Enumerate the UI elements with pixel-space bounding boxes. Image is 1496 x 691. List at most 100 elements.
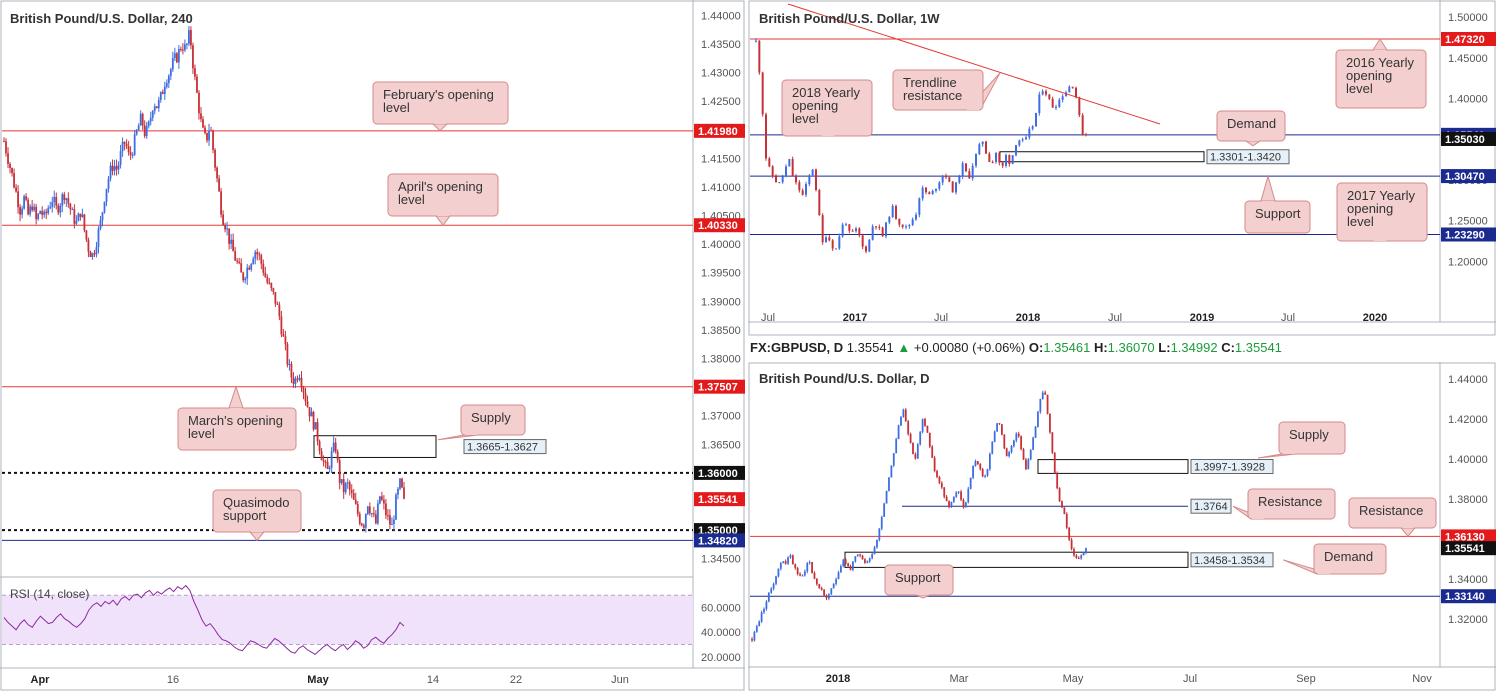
w-candle-body [908,225,911,227]
march-opening-callout-mask [230,408,242,410]
w-candle-body [878,226,881,228]
h4-candle-body [270,283,273,289]
h4-candle-body [344,483,347,493]
w-x-tick: Jul [761,312,775,324]
w-candle-body [1058,99,1061,107]
d-candle-body [871,554,874,559]
h4-candle-body [274,292,277,304]
w-candle-body [785,166,787,177]
h4-candle-body [123,141,126,144]
h4-candle-body [276,303,279,305]
h4-candle-body [242,272,245,281]
d-candle-body [1013,440,1015,447]
h4-candle-body [202,119,204,128]
close-value: 1.35541 [1234,340,1282,355]
d-candle-body [784,561,787,564]
h4-candle-body [141,113,144,126]
d-candle-body [907,421,910,434]
w-candle-body [918,198,921,215]
yearly-2017-callout-text: opening [1347,201,1393,216]
d-candle-body [794,564,797,569]
h4-candle-body [262,263,265,273]
w-candle-body [921,187,924,199]
yearly-2017-callout-mask [1374,239,1386,241]
h4-y-tick: 1.37000 [701,411,741,423]
d-candle-body [1044,392,1047,395]
h4-chart-svg[interactable]: 1.440001.435001.430001.425001.420001.415… [0,0,745,691]
weekly-chart-svg[interactable]: 1.500001.450001.400001.350001.300001.250… [748,0,1496,336]
h4-candle-body [382,499,385,504]
w-candle-body [951,181,954,193]
h4-candle-body [75,221,78,224]
h4-x-tick: 22 [510,674,522,686]
d-candle-body [868,558,871,562]
h4-candle-body [35,206,38,220]
d-candle-body [803,571,806,576]
h4-candle-body [87,239,90,252]
d-candle-body [1027,459,1030,470]
d-candle-body [811,562,813,573]
h4-candle-body [328,467,331,469]
h4-candle-body [352,493,355,500]
h4-candle-body [354,499,357,504]
weekly-chart-title: British Pound/U.S. Dollar, 1W [759,11,940,26]
h4-candle-body [346,482,349,484]
h4-y-tick: 1.39000 [701,296,741,308]
h4-candle-body [356,503,359,515]
h4-candle-body [230,239,233,244]
d-candle-body [895,439,898,454]
h4-candle-body [103,201,106,213]
w-candle-body [955,182,957,193]
d-resistance-label-bg [1190,498,1232,514]
d-price-tag: 1.36130 [1445,531,1485,543]
weekly-chart-panel[interactable]: 1.500001.450001.400001.350001.300001.250… [748,0,1496,336]
h4-candle-body [33,206,36,211]
h4-candle-body [184,44,186,51]
daily-chart-svg[interactable]: 1.440001.420001.400001.380001.360001.340… [748,362,1496,691]
d-candle-body [1032,437,1035,450]
d-candle-body [775,576,777,584]
d-candle-body [760,612,763,622]
d-candle-body [808,562,811,564]
d-candle-body [779,563,782,569]
trendline-callout-text: resistance [903,88,962,103]
w-x-tick: Jul [1108,312,1122,324]
w-candle-body [768,158,771,167]
h4-candle-body [236,260,239,262]
d-candle-body [967,488,970,503]
d-supply-callout-text: Supply [1289,427,1329,442]
h4-chart-panel[interactable]: 1.440001.435001.430001.425001.420001.415… [0,0,745,691]
d-candle-body [1015,433,1018,441]
h4-candle-body [173,53,176,59]
d-candle-body [859,554,862,556]
w-candle-body [895,206,897,219]
h4-candle-body [177,49,180,63]
h4-candle-body [51,202,54,207]
h4-candle-body [399,478,401,489]
h4-candle-body [125,143,128,147]
h4-candle-body [41,210,44,215]
d-candle-body [854,556,857,562]
april-opening-callout-text: April's opening [398,179,483,194]
h4-candle-body [391,524,393,526]
daily-chart-panel[interactable]: 1.440001.420001.400001.380001.360001.340… [748,362,1496,691]
h4-candle-body [401,478,403,488]
h4-candle-body [364,514,367,528]
yearly-2016-callout-mask [1374,50,1386,52]
w-price-tag: 1.30470 [1445,171,1485,183]
april-opening-callout-text: level [398,192,425,207]
h4-candle-body [348,482,351,490]
w-price-tag: 1.23290 [1445,229,1485,241]
d-candle-body [1029,449,1032,460]
w-candle-body [758,40,761,73]
price-change: +0.00080 (+0.06%) [913,340,1026,355]
h4-candle-body [23,196,26,209]
d-candle-body [1056,473,1059,489]
w-candle-body [925,187,927,193]
h4-candle-body [101,212,104,221]
w-candle-body [765,114,767,159]
w-candle-body [998,152,1001,163]
h4-candle-body [131,154,134,156]
w-candle-body [975,154,977,166]
yearly-2018-callout-text: 2018 Yearly [792,85,860,100]
